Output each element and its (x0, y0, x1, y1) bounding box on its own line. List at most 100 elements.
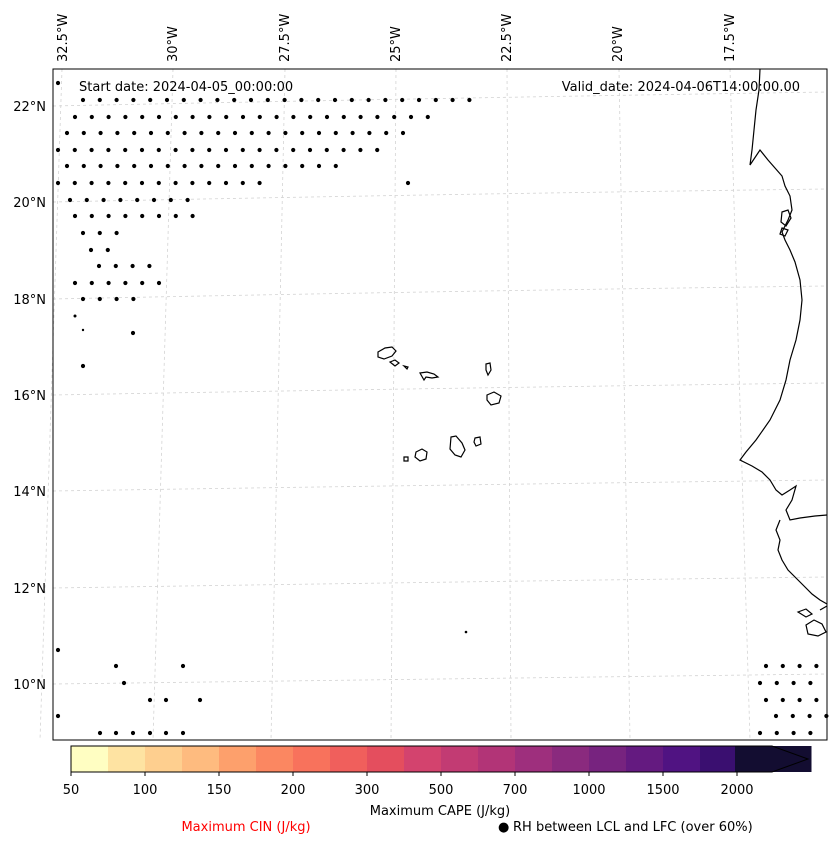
rh-dot (232, 97, 237, 103)
colorbar-segment (367, 746, 405, 772)
rh-dot (791, 680, 796, 686)
rh-dot (64, 163, 70, 169)
rh-dot (223, 147, 229, 153)
rh-dot (123, 280, 128, 286)
rh-dot (173, 213, 178, 219)
rh-dot (130, 330, 136, 336)
rh-dot (333, 163, 338, 169)
rh-dot (763, 663, 769, 669)
rh-dot (274, 147, 279, 153)
rh-dots (55, 80, 829, 736)
rh-dot (300, 130, 305, 136)
start-date-label: Start date: 2024-04-05_00:00:00 (79, 80, 293, 95)
rh-dot (384, 130, 389, 136)
colorbar-segment (663, 746, 701, 772)
gridline-lon-30 (152, 68, 174, 741)
rh-dot (132, 130, 137, 136)
rh-dot (55, 80, 61, 86)
colorbar-segment (256, 746, 294, 772)
rh-dot (114, 230, 119, 236)
rh-dot (248, 97, 254, 103)
rh-dot (156, 280, 162, 286)
gridline-lon-25 (390, 68, 397, 741)
rh-dot (181, 97, 186, 103)
rh-dot (164, 97, 170, 103)
colorbar-segment (145, 746, 183, 772)
rh-dot (416, 97, 422, 103)
rh-dot (265, 97, 270, 103)
coast-guinea (805, 619, 827, 637)
rh-dot (173, 180, 178, 186)
rh-dot (392, 114, 397, 120)
valid-date-label: Valid_date: 2024-04-06T14:00:00.00 (562, 80, 800, 95)
rh-dot (140, 213, 145, 219)
colorbar-segment (515, 746, 553, 772)
rh-dot (808, 730, 813, 736)
rh-dot (180, 730, 186, 736)
rh-dot (257, 180, 262, 186)
lat-label-16: 16°N (13, 389, 46, 404)
rh-dot (180, 663, 186, 669)
rh-dot (168, 197, 173, 203)
rh-dot (97, 97, 102, 103)
rh-dot (106, 213, 111, 219)
rh-dot (55, 713, 61, 719)
rh-dot (97, 296, 102, 302)
rh-dot (84, 197, 89, 203)
lat-label-20: 20°N (13, 196, 46, 211)
rh-dot (106, 147, 111, 153)
rh-legend-label: RH between LCL and LFC (over 60%) (513, 820, 753, 835)
rh-dot (72, 280, 78, 286)
rh-dot (797, 663, 802, 669)
rh-dot (333, 130, 338, 136)
rh-dot (89, 280, 94, 286)
colorbar-tick-label: 100 (133, 783, 158, 798)
rh-dot (148, 163, 154, 169)
rh-dot (808, 680, 813, 686)
rh-dot (80, 296, 86, 302)
rh-dot (425, 114, 430, 120)
rh-dot (98, 163, 103, 169)
gridline-lat-18 (52, 285, 828, 300)
colorbar-segment (700, 746, 738, 772)
island-sao-nicolau (419, 371, 440, 382)
rh-dot (114, 97, 119, 103)
rh-dot (358, 114, 363, 120)
rh-dot (198, 97, 203, 103)
coast-island-2 (779, 227, 789, 237)
rh-dot (106, 180, 111, 186)
rh-dot (367, 130, 372, 136)
rh-dot (89, 114, 94, 120)
rh-dot (101, 197, 106, 203)
lon-label-22-5: 22.5°W (500, 14, 515, 62)
lat-label-10: 10°N (13, 678, 46, 693)
rh-dot (163, 730, 169, 736)
rh-dot (130, 263, 135, 269)
africa-coastline (739, 68, 828, 637)
colorbar-segment (478, 746, 516, 772)
rh-dot (366, 97, 371, 103)
rh-dot (97, 230, 102, 236)
rh-dot (240, 180, 245, 186)
rh-dot (257, 114, 262, 120)
rh-dot (156, 114, 162, 120)
colorbar-tick-label: 50 (63, 783, 80, 798)
rh-dot (105, 247, 110, 253)
rh-dot (257, 147, 262, 153)
rh-dot (199, 130, 204, 136)
rh-legend-marker: ● (498, 820, 509, 835)
rh-dot (139, 147, 145, 153)
coast-banc-d-arguin (780, 209, 792, 227)
gridline-lon-20 (618, 68, 631, 741)
rh-dot (814, 663, 819, 669)
island-maio (473, 436, 482, 447)
rh-dot (115, 130, 120, 136)
island-santo-antao (377, 346, 397, 360)
coast-mauritania-senegal (739, 68, 828, 521)
rh-dot (341, 147, 346, 153)
rh-dot (197, 697, 203, 703)
rh-dot (232, 163, 238, 169)
rh-dot (80, 363, 86, 369)
rh-dot (341, 114, 346, 120)
latitude-labels: 22°N 20°N 18°N 16°N 14°N 12°N 10°N (13, 100, 46, 693)
